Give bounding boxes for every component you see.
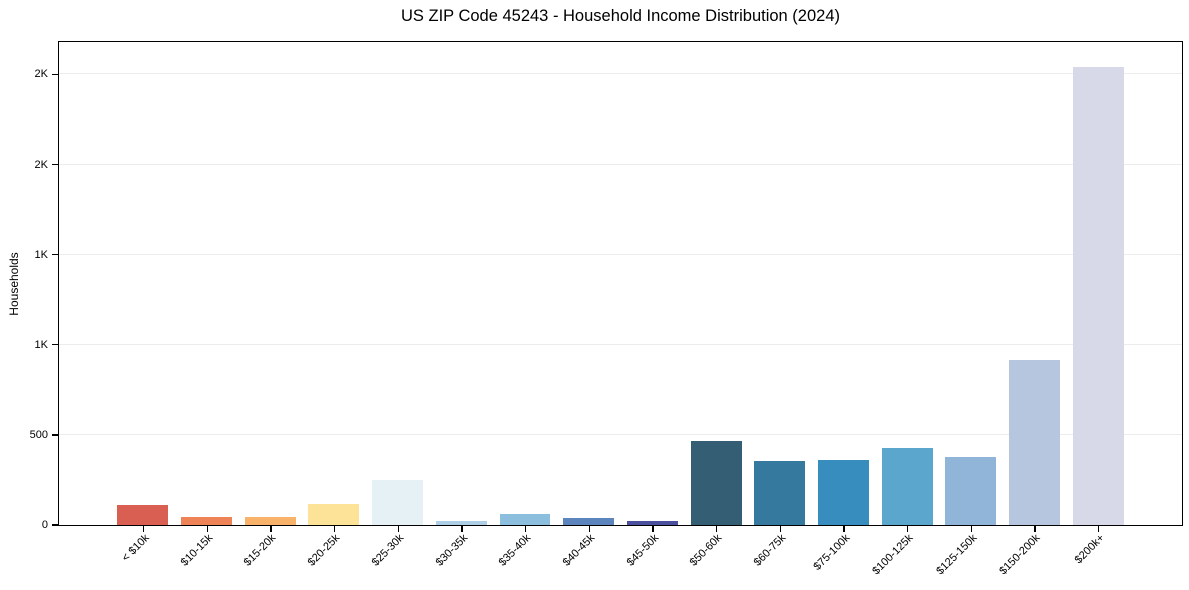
x-tick-label: $125-150k [934, 532, 980, 578]
y-tick-mark [52, 73, 59, 76]
x-tick-mark [970, 526, 973, 532]
bar-slot: $10-15k [175, 42, 239, 569]
bar [372, 479, 424, 525]
gridline [59, 73, 1182, 75]
bar-slot: $200k+ [1066, 42, 1130, 566]
bar [754, 461, 806, 525]
plot-area: 0 500 1K 1K 2K 2K < $10k $10-15k $15-20k $20-25k… [30, 41, 1183, 577]
x-tick-mark [843, 526, 845, 532]
bar [499, 514, 551, 525]
bar [181, 516, 232, 525]
x-tick-mark [206, 526, 208, 532]
x-tick-mark [588, 526, 590, 532]
bar [626, 520, 678, 525]
x-tick-mark [1098, 526, 1100, 532]
bar [244, 516, 296, 525]
bar-slot: $30-35k [429, 42, 493, 569]
y-tick-label: 0 [41, 519, 48, 531]
x-tick-mark [397, 526, 399, 532]
bar [117, 505, 169, 525]
bar-slot: $150-200k [998, 42, 1067, 577]
x-tick-label: $50-60k [687, 532, 725, 569]
bar [1009, 360, 1060, 525]
bar-slot: $25-30k [366, 42, 430, 569]
x-tick-label: $35-40k [496, 532, 534, 569]
x-tick-label: $200k+ [1072, 532, 1107, 567]
y-tick-mark [52, 524, 59, 526]
bar-slot: $50-60k [684, 42, 748, 569]
gridline [59, 433, 1182, 435]
x-tick-mark [779, 526, 782, 532]
gridline [59, 163, 1182, 165]
bar-slot: $45-50k [621, 42, 685, 569]
x-tick-label: $10-15k [178, 532, 216, 569]
x-tick-mark [716, 526, 718, 532]
bar-slot: $20-25k [302, 42, 366, 569]
x-tick-mark [461, 526, 463, 532]
x-tick-label: < $10k [119, 532, 152, 565]
x-tick-mark [142, 526, 145, 532]
bar-slot: $40-45k [557, 42, 621, 569]
bar [690, 441, 742, 525]
bar-slot: $60-75k [748, 42, 812, 569]
x-tick-label: $60-75k [751, 532, 789, 569]
x-tick-label: $100-125k [870, 532, 916, 578]
x-tick-label: $30-35k [433, 532, 470, 569]
x-tick-mark [907, 526, 909, 532]
bar [563, 517, 615, 525]
x-tick-label: $75-100k [810, 532, 852, 573]
y-tick-label: 1K [34, 338, 48, 351]
y-tick-mark [52, 434, 59, 436]
bar-slot: $125-150k [934, 42, 1003, 577]
x-tick-label: $25-30k [369, 532, 407, 569]
bar [817, 460, 869, 525]
bar [881, 447, 933, 525]
y-tick-label: 2K [34, 68, 48, 81]
bar [945, 457, 997, 525]
x-tick-label: $15-20k [242, 532, 279, 569]
chart-title: US ZIP Code 45243 - Household Income Dis… [400, 7, 840, 25]
x-tick-mark [333, 526, 336, 532]
y-axis-label: Households [7, 252, 21, 316]
x-tick-label: $20-25k [305, 532, 343, 569]
x-tick-mark [524, 526, 527, 532]
x-tick-mark [652, 526, 654, 532]
bar [308, 504, 360, 525]
x-tick-mark [270, 526, 272, 532]
y-tick-label: 500 [29, 428, 48, 441]
gridline [59, 343, 1182, 345]
bar-slot: $15-20k [238, 42, 302, 569]
x-tick-label: $150-200k [997, 532, 1043, 578]
bar [435, 521, 487, 525]
x-tick-label: $40-45k [560, 532, 598, 569]
y-tick-mark [52, 254, 59, 256]
y-tick-mark [52, 163, 59, 166]
bar-slot: $75-100k [811, 42, 876, 573]
y-tick-mark [52, 344, 59, 346]
bar-slot: $35-40k [493, 42, 557, 569]
bar [1072, 67, 1124, 525]
bar-slot: < $10k [111, 42, 175, 564]
y-tick-label: 1K [34, 248, 48, 261]
x-tick-mark [1034, 526, 1036, 532]
y-tick-label: 2K [34, 158, 48, 171]
bar-slot: $100-125k [870, 42, 939, 577]
x-tick-label: $45-50k [624, 532, 661, 569]
gridline [59, 253, 1182, 255]
bars-row: < $10k $10-15k $15-20k $20-25k $25-30k $30-35… [59, 42, 1182, 577]
